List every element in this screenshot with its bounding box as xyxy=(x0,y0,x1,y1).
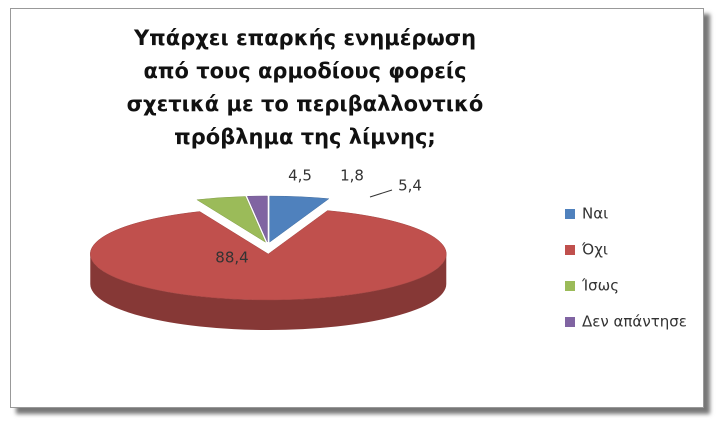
chart-frame xyxy=(10,8,704,408)
pie-slice xyxy=(269,195,330,243)
data-label: 88,4 xyxy=(215,249,248,267)
legend-label: Ίσως xyxy=(581,277,619,295)
legend-label: Όχι xyxy=(581,241,608,259)
legend-swatch xyxy=(565,281,575,291)
legend-label: Ναι xyxy=(582,205,608,223)
chart-title: Υπάρχει επαρκής ενημέρωση από τους αρμοδ… xyxy=(126,26,484,149)
data-label: 1,8 xyxy=(340,167,364,185)
data-label: 4,5 xyxy=(288,167,312,185)
pie-slice-side xyxy=(90,253,447,330)
legend-swatch xyxy=(565,209,575,219)
pie-slice xyxy=(90,210,447,301)
legend-label: Δεν απάντησε xyxy=(582,313,687,331)
pie-slice xyxy=(246,195,268,243)
legend-swatch xyxy=(565,245,575,255)
data-label: 5,4 xyxy=(398,177,422,195)
pie-slice xyxy=(196,196,267,243)
legend-swatch xyxy=(565,317,575,327)
leader-line xyxy=(369,189,393,198)
